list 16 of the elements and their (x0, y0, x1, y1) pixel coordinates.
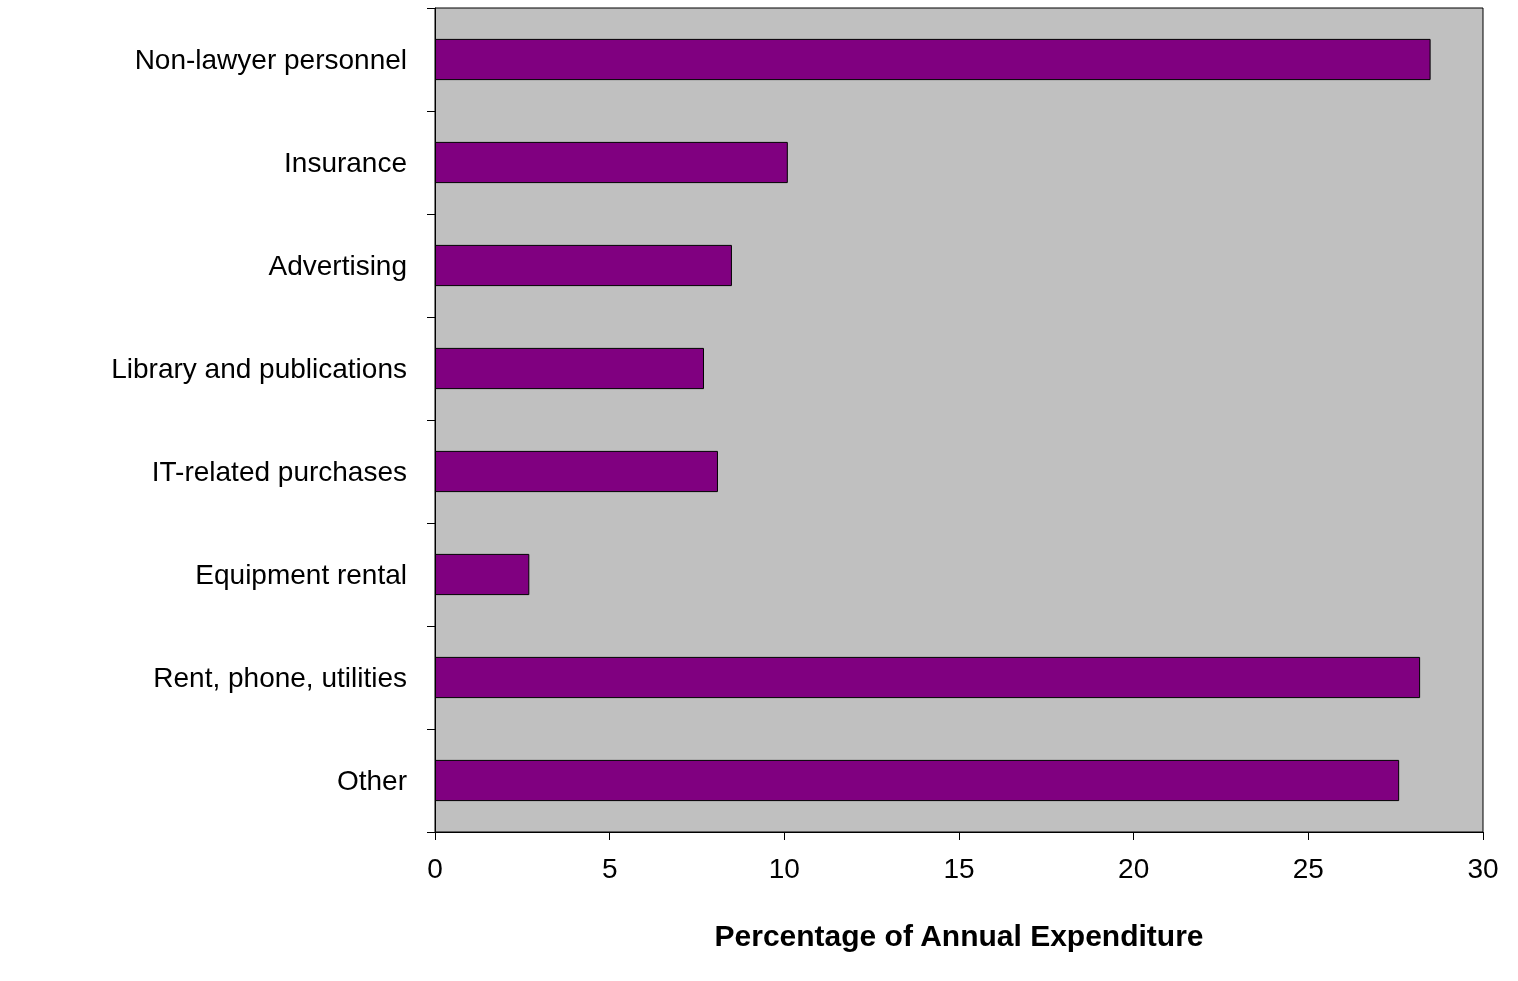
y-tick-label: Rent, phone, utilities (153, 662, 407, 693)
y-tick-label: Library and publications (111, 353, 407, 384)
y-tick-label: Insurance (284, 147, 407, 178)
x-tick-label: 20 (1118, 852, 1150, 884)
y-tick-label: Equipment rental (195, 559, 407, 590)
y-tick-label: Non-lawyer personnel (134, 44, 407, 75)
x-tick-label: 30 (1467, 852, 1499, 884)
y-tick-label: Other (336, 765, 407, 796)
y-tick-label: IT-related purchases (151, 456, 407, 487)
x-tick-label: 15 (943, 852, 975, 884)
x-axis-title: Percentage of Annual Expenditure (714, 918, 1204, 952)
y-tick-label: Advertising (268, 250, 407, 281)
x-tick-label: 0 (427, 852, 443, 884)
x-tick-label: 25 (1292, 852, 1324, 884)
x-tick-label: 5 (601, 852, 618, 884)
x-tick-label: 10 (768, 852, 800, 884)
